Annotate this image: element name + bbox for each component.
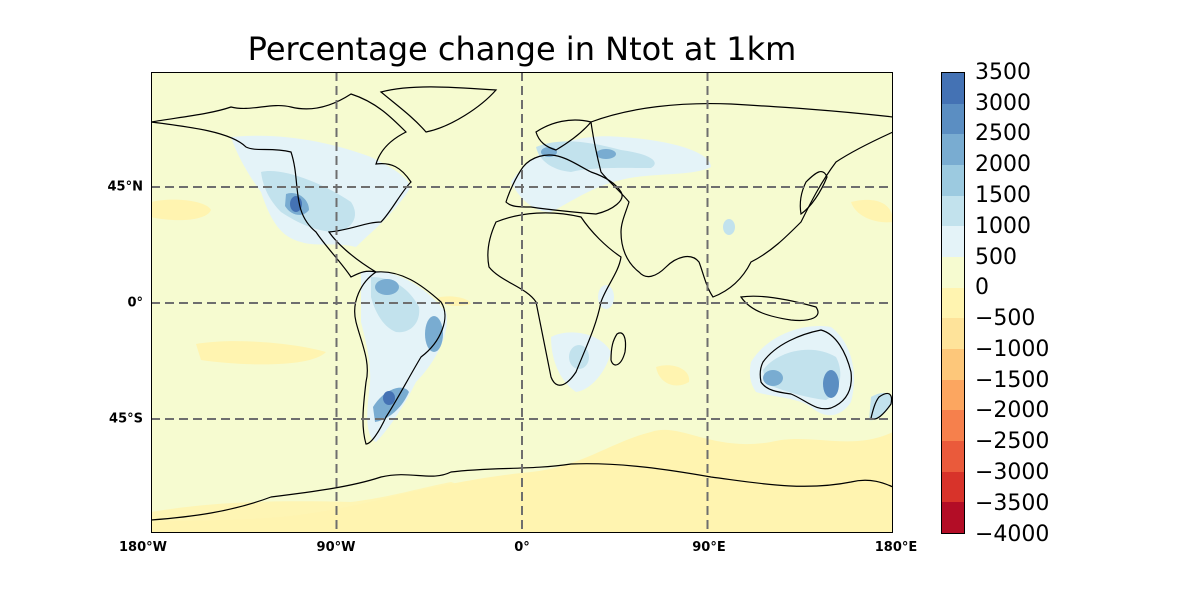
lon-label-180w: 180°W bbox=[119, 540, 167, 555]
negative-patch-pacific-south bbox=[196, 341, 326, 365]
coastlines bbox=[151, 86, 893, 521]
colorbar-label: −4000 bbox=[975, 522, 1050, 547]
colorbar-label: −2000 bbox=[975, 398, 1050, 423]
coastline-greenland bbox=[379, 86, 498, 133]
map-border bbox=[151, 72, 893, 533]
positive-south-america-peak-south bbox=[373, 387, 409, 422]
colorbar-label: −3000 bbox=[975, 460, 1050, 485]
negative-patch-pacific-east bbox=[851, 199, 893, 223]
lon-label-180e: 180°E bbox=[874, 540, 918, 555]
coastline-north-america bbox=[151, 93, 412, 278]
positive-africa-core bbox=[569, 345, 589, 369]
colorbar-label: 2500 bbox=[975, 121, 1031, 146]
positive-south-america-peak-east bbox=[425, 316, 443, 352]
lon-label-90e: 90°E bbox=[692, 540, 726, 555]
positive-new-zealand bbox=[869, 392, 893, 421]
positive-south-america-peak-north bbox=[375, 279, 399, 295]
coastline-europe bbox=[505, 154, 623, 215]
colorbar-swatch bbox=[942, 103, 964, 135]
colorbar-label: 2000 bbox=[975, 152, 1031, 177]
colorbar-swatch bbox=[942, 226, 964, 257]
southern-ocean-negative-band bbox=[151, 482, 481, 528]
colorbar-label: 1000 bbox=[975, 214, 1031, 239]
colorbar bbox=[941, 72, 965, 534]
coastline-indonesia bbox=[739, 295, 819, 322]
positive-australia-core bbox=[763, 349, 841, 400]
colorbar-label: −3500 bbox=[975, 491, 1050, 516]
map-area bbox=[151, 72, 893, 533]
positive-australia-peak-west bbox=[763, 370, 783, 386]
colorbar-swatch bbox=[942, 410, 964, 441]
colorbar-swatch bbox=[942, 134, 964, 165]
positive-eurasia-core bbox=[536, 141, 655, 172]
coastline-madagascar bbox=[610, 332, 627, 366]
positive-australia-peak-east bbox=[823, 370, 839, 398]
coastline-new-zealand bbox=[870, 392, 893, 420]
coastline-asia bbox=[590, 102, 893, 298]
lat-label-45s: 45°S bbox=[109, 411, 143, 427]
colorbar-swatch bbox=[942, 502, 964, 533]
colorbar-label: −2500 bbox=[975, 429, 1050, 454]
lon-label-0: 0° bbox=[514, 540, 530, 555]
positive-asia-spot bbox=[723, 219, 735, 235]
colorbar-label: −500 bbox=[975, 306, 1036, 331]
colorbar-swatch bbox=[942, 379, 964, 411]
colorbar-label: 500 bbox=[975, 245, 1017, 270]
lat-label-45n: 45°N bbox=[107, 179, 143, 195]
coastline-scandinavia bbox=[535, 119, 593, 151]
positive-south-america-max bbox=[383, 391, 395, 405]
colorbar-swatch bbox=[942, 348, 964, 380]
gridlines bbox=[151, 72, 893, 533]
coastline-south-america bbox=[354, 271, 446, 445]
colorbar-label: 3500 bbox=[975, 60, 1031, 85]
negative-patch-indian bbox=[656, 365, 690, 386]
colorbar-swatch bbox=[942, 195, 964, 227]
positive-eurasia-peak-2 bbox=[596, 149, 616, 159]
negative-patch-pacific-north bbox=[151, 199, 211, 221]
coastline-africa bbox=[487, 212, 622, 386]
colorbar-label: 0 bbox=[975, 275, 989, 300]
colorbar-swatch bbox=[942, 164, 964, 196]
colorbar-swatch bbox=[942, 256, 964, 288]
colorbar-swatch bbox=[942, 440, 964, 472]
colorbar-label: −1500 bbox=[975, 368, 1050, 393]
colorbar-label: 1500 bbox=[975, 183, 1031, 208]
colorbar-swatch bbox=[942, 471, 964, 503]
colorbar-label: 3000 bbox=[975, 91, 1031, 116]
map-title: Percentage change in Ntot at 1km bbox=[247, 30, 797, 68]
lon-label-90w: 90°W bbox=[316, 540, 356, 555]
coastline-japan bbox=[799, 170, 828, 216]
coastline-australia bbox=[759, 329, 852, 410]
colorbar-swatch bbox=[942, 318, 964, 349]
colorbar-label: −1000 bbox=[975, 337, 1050, 362]
colorbar-swatch bbox=[942, 287, 964, 319]
colorbar-swatch bbox=[942, 73, 964, 104]
coastline-antarctica bbox=[151, 463, 893, 521]
lat-label-0: 0° bbox=[127, 295, 143, 311]
